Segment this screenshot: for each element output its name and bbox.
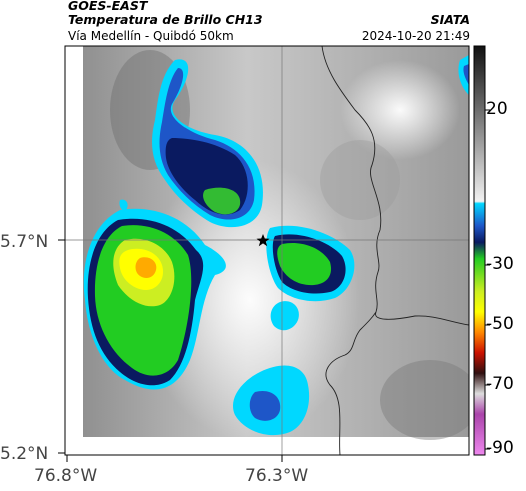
- colorbar: [473, 45, 486, 456]
- lon-label-76.8: 76.8°W: [34, 466, 98, 486]
- datetime-label: 2024-10-20 21:49: [361, 29, 470, 43]
- axis-ticks: [58, 239, 283, 462]
- star-icon: [256, 234, 270, 247]
- region-subtitle: Vía Medellín - Quibdó 50km: [68, 29, 234, 43]
- boundary-line: [321, 46, 469, 455]
- agency-label: SIATA: [430, 12, 470, 27]
- colorbar-label-minus90: -90: [486, 438, 514, 458]
- cloud-left: [83, 208, 226, 390]
- lat-label-5.7: 5.7°N: [0, 232, 49, 252]
- colorbar-label-20: 20: [486, 99, 508, 119]
- colorbar-label-minus70: -70: [486, 374, 514, 394]
- lat-label-5.2: 5.2°N: [0, 444, 49, 464]
- cloud-middle: [266, 225, 355, 302]
- colorbar-label-minus50: -50: [486, 314, 514, 334]
- cloud-upper: [152, 59, 263, 228]
- colorbar-ticks: [485, 109, 490, 450]
- cloud-small: [119, 55, 469, 436]
- satellite-imagery: [65, 46, 469, 455]
- colorbar-label-minus30: -30: [486, 254, 514, 274]
- map-frame: [64, 45, 470, 456]
- lon-label-76.3: 76.3°W: [245, 466, 309, 486]
- satellite-title: GOES-EAST: [68, 0, 148, 13]
- product-title: Temperatura de Brillo CH13: [68, 12, 263, 27]
